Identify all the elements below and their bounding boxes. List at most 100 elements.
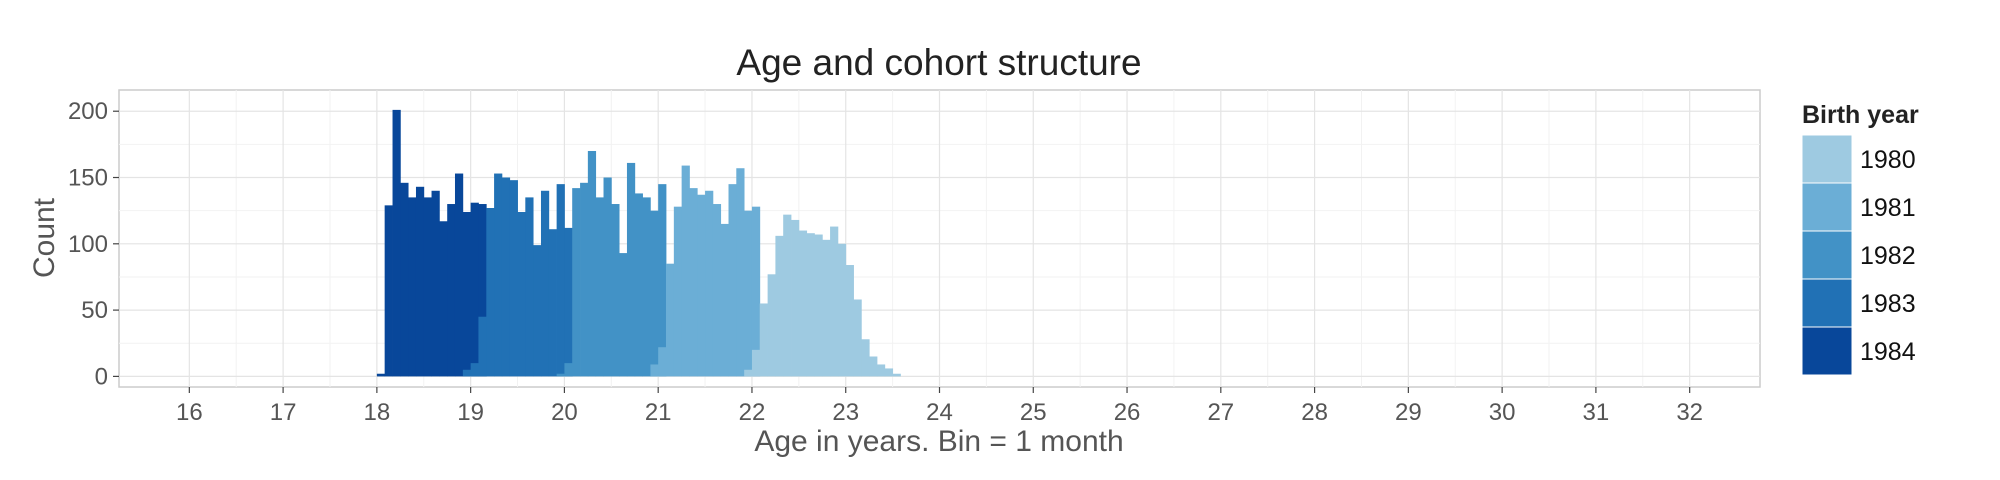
bar-1980 [861,339,870,377]
bar-1983 [494,173,503,377]
chart-title: Age and cohort structure [736,42,1141,83]
bar-1980 [822,239,831,377]
bar-1982 [634,193,643,377]
y-axis-label: Count [28,197,61,278]
bar-1980 [791,219,800,377]
legend-swatch-1983 [1801,278,1853,328]
bar-1980 [869,356,878,377]
bar-1980 [845,265,854,377]
bar-1980 [876,364,886,377]
bar-1980 [759,303,768,377]
bar-1983 [462,369,472,377]
x-tick-label: 25 [1020,399,1047,426]
bar-1980 [830,226,839,377]
x-tick-label: 24 [926,399,953,426]
bar-1984 [447,204,456,377]
x-tick-label: 30 [1489,399,1516,426]
legend-label-1982: 1982 [1860,242,1916,270]
bar-1981 [650,364,659,377]
bar-1981 [744,210,753,377]
bar-1980 [884,368,894,377]
bar-1980 [806,233,815,377]
legend-label-1981: 1981 [1860,194,1916,222]
x-tick-label: 18 [364,399,391,426]
bar-1984 [478,204,487,377]
bar-1984 [408,197,417,377]
bar-1984 [376,373,386,377]
bar-1980 [814,234,823,377]
bar-1983 [556,184,565,377]
bar-1980 [767,274,776,377]
bar-1983 [533,245,542,377]
y-tick-label: 200 [68,98,108,125]
bar-1983 [470,363,479,377]
y-tick-label: 100 [68,231,108,258]
x-tick-label: 22 [739,399,766,426]
bar-1982 [642,197,651,377]
bar-1982 [650,210,659,377]
x-tick-label: 16 [176,399,203,426]
x-tick-label: 29 [1395,399,1422,426]
bar-1982 [626,162,636,377]
y-axis-ticks: 0 50 100 150 200 [68,98,119,390]
legend: Birth year 1980 1981 1982 1983 1984 [1801,101,1919,376]
bar-1983 [548,229,557,377]
bar-1980 [751,349,761,377]
histogram-bars [376,109,901,377]
bar-1981 [673,206,683,377]
legend-label-1984: 1984 [1860,338,1916,366]
legend-label-1980: 1980 [1860,146,1916,174]
x-tick-label: 27 [1207,399,1234,426]
bar-1982 [658,184,667,377]
bar-1980 [892,373,901,377]
bar-1980 [783,214,792,377]
legend-label-1983: 1983 [1860,290,1916,318]
bar-1982 [611,204,620,377]
bar-1984 [400,182,409,377]
bar-1981 [681,165,690,377]
bar-1982 [556,373,565,377]
x-axis-ticks: 16 17 18 19 20 21 22 23 24 25 26 27 28 29 30 31 32 [176,387,1703,426]
x-tick-label: 31 [1583,399,1610,426]
bar-1983 [525,197,534,377]
bar-1983 [517,211,526,377]
bar-1984 [384,205,393,377]
x-tick-label: 28 [1301,399,1328,426]
bar-1982 [619,253,628,377]
bar-1981 [736,168,745,377]
bar-1981 [705,190,714,377]
bar-1982 [603,177,612,377]
bar-1983 [478,316,487,377]
x-axis-label: Age in years. Bin = 1 month [754,425,1123,458]
legend-title: Birth year [1802,101,1919,129]
y-tick-label: 0 [95,363,108,390]
bar-1984 [462,211,472,377]
bar-1984 [415,186,425,377]
legend-swatch-1984 [1801,326,1853,376]
bar-1981 [697,194,706,377]
y-tick-label: 150 [68,165,108,192]
bar-1983 [501,177,511,377]
bar-1981 [720,223,729,377]
bar-1981 [728,184,737,377]
x-tick-label: 21 [645,399,672,426]
bar-1984 [431,190,440,377]
x-tick-label: 19 [457,399,484,426]
legend-swatch-1982 [1801,230,1853,280]
bar-1984 [392,109,401,377]
bar-1980 [744,369,753,377]
legend-swatch-1980 [1801,134,1853,184]
bar-1983 [509,180,518,377]
bar-1984 [439,221,448,377]
bar-1980 [798,230,808,377]
bar-1981 [751,206,761,377]
x-tick-label: 23 [832,399,859,426]
bar-1982 [595,197,604,377]
bar-1984 [454,173,464,377]
bar-1982 [572,188,581,377]
bar-1981 [712,204,722,377]
x-tick-label: 20 [551,399,578,426]
bar-1983 [486,208,495,377]
bar-1981 [689,188,698,377]
